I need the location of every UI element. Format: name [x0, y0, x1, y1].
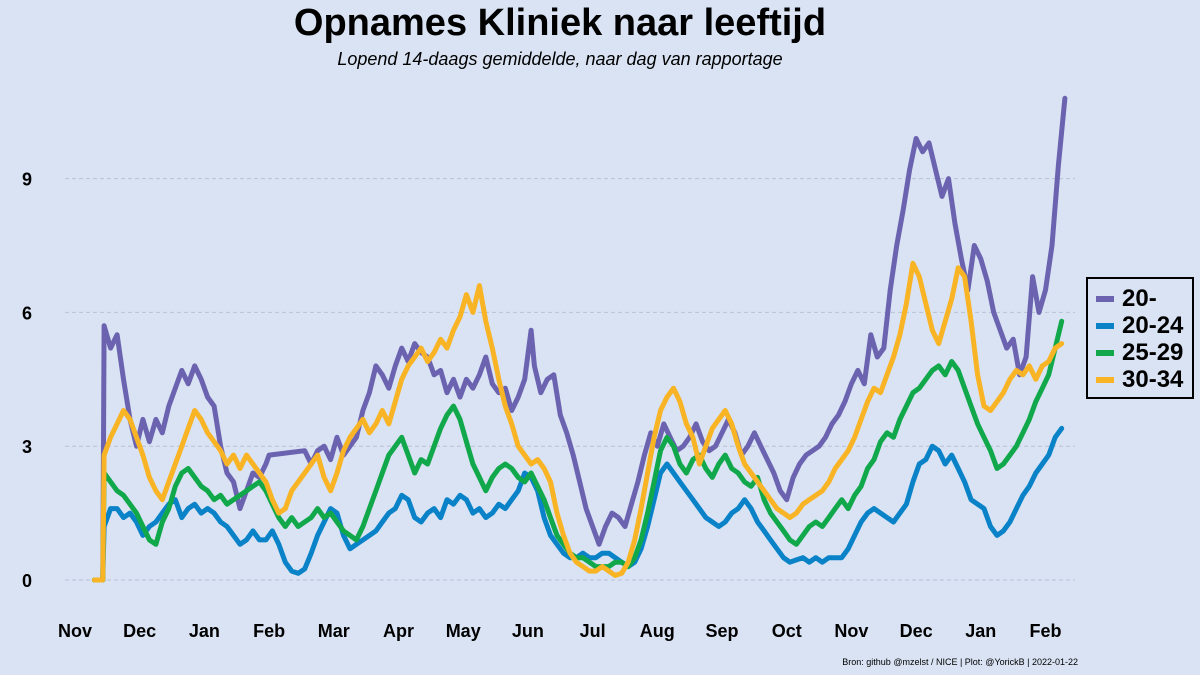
- x-tick-label: May: [446, 621, 481, 641]
- y-tick-label: 0: [22, 571, 32, 591]
- x-tick-label: Feb: [253, 621, 285, 641]
- chart-legend: 20- 20-24 25-29 30-34: [1086, 277, 1194, 399]
- y-tick-label: 3: [22, 437, 32, 457]
- legend-label: 25-29: [1122, 338, 1184, 366]
- x-tick-label: Nov: [834, 621, 868, 641]
- legend-swatch: [1096, 376, 1114, 383]
- legend-swatch: [1096, 295, 1114, 302]
- x-tick-label: Jan: [965, 621, 996, 641]
- y-tick-label: 9: [22, 170, 32, 190]
- source-caption: Bron: github @mzelst / NICE | Plot: @Yor…: [842, 657, 1078, 667]
- legend-swatch: [1096, 322, 1114, 329]
- legend-item-20-minus: 20-: [1096, 285, 1192, 312]
- legend-swatch: [1096, 349, 1114, 356]
- series-line-30-34: [91, 260, 1065, 583]
- x-tick-label: Aug: [640, 621, 675, 641]
- x-tick-label: Dec: [900, 621, 933, 641]
- x-tick-label: Jul: [580, 621, 606, 641]
- x-tick-label: Jan: [189, 621, 220, 641]
- legend-label: 20-: [1122, 284, 1157, 312]
- x-tick-label: Jun: [512, 621, 544, 641]
- chart-title: Opnames Kliniek naar leeftijd: [293, 2, 827, 44]
- x-tick-label: Feb: [1029, 621, 1061, 641]
- series-line-25-29: [91, 318, 1065, 583]
- x-tick-label: Dec: [123, 621, 156, 641]
- legend-item-25-29: 25-29: [1096, 339, 1192, 366]
- x-tick-label: Sep: [705, 621, 738, 641]
- y-tick-label: 6: [22, 303, 32, 323]
- chart-subtitle: Lopend 14-daags gemiddelde, naar dag van…: [337, 49, 783, 69]
- x-tick-label: Mar: [318, 621, 350, 641]
- series-line-20-minus: [91, 95, 1068, 583]
- legend-label: 30-34: [1122, 365, 1184, 393]
- x-tick-label: Oct: [772, 621, 802, 641]
- legend-label: 20-24: [1122, 311, 1184, 339]
- legend-item-20-24: 20-24: [1096, 312, 1192, 339]
- legend-item-30-34: 30-34: [1096, 366, 1192, 393]
- x-tick-label: Nov: [58, 621, 92, 641]
- x-tick-label: Apr: [383, 621, 414, 641]
